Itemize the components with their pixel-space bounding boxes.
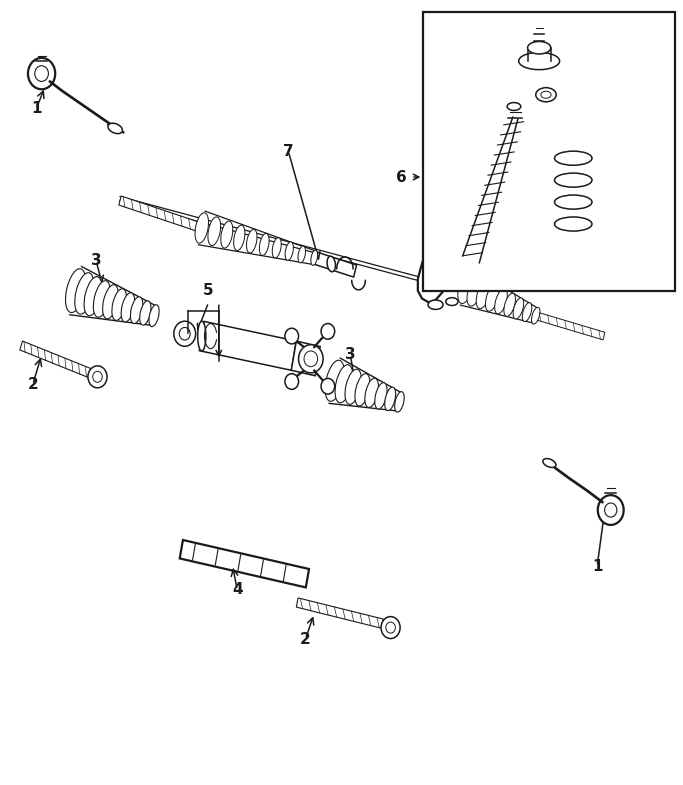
Ellipse shape xyxy=(494,289,507,314)
Ellipse shape xyxy=(247,229,257,253)
Ellipse shape xyxy=(102,285,118,319)
Ellipse shape xyxy=(285,242,294,261)
Ellipse shape xyxy=(298,246,305,263)
Ellipse shape xyxy=(446,298,458,305)
Ellipse shape xyxy=(365,378,378,407)
Ellipse shape xyxy=(375,382,387,409)
Ellipse shape xyxy=(467,275,483,306)
Ellipse shape xyxy=(140,301,151,325)
Bar xyxy=(423,13,675,290)
Ellipse shape xyxy=(355,374,370,406)
Text: 3: 3 xyxy=(91,254,102,268)
Ellipse shape xyxy=(431,250,450,285)
Text: 6: 6 xyxy=(396,170,407,184)
Ellipse shape xyxy=(208,217,221,246)
Circle shape xyxy=(386,622,395,633)
Ellipse shape xyxy=(476,279,491,309)
Ellipse shape xyxy=(195,213,208,243)
Circle shape xyxy=(381,616,400,638)
Ellipse shape xyxy=(395,392,404,412)
Ellipse shape xyxy=(345,369,361,404)
Circle shape xyxy=(598,495,624,525)
Polygon shape xyxy=(180,540,309,587)
Ellipse shape xyxy=(112,289,126,320)
Polygon shape xyxy=(20,341,91,378)
Ellipse shape xyxy=(84,277,102,316)
Text: 2: 2 xyxy=(27,377,38,392)
Ellipse shape xyxy=(335,365,353,403)
Circle shape xyxy=(285,328,298,344)
Circle shape xyxy=(321,378,335,394)
Circle shape xyxy=(174,321,195,346)
Circle shape xyxy=(321,323,335,339)
Polygon shape xyxy=(119,196,203,232)
Polygon shape xyxy=(313,252,357,277)
Ellipse shape xyxy=(522,303,532,322)
Text: 3: 3 xyxy=(345,348,356,363)
Ellipse shape xyxy=(504,294,516,316)
Ellipse shape xyxy=(555,217,592,231)
Ellipse shape xyxy=(234,225,245,250)
Circle shape xyxy=(285,374,298,389)
Ellipse shape xyxy=(541,91,551,98)
Ellipse shape xyxy=(311,250,318,265)
Ellipse shape xyxy=(75,272,94,314)
Polygon shape xyxy=(535,312,604,340)
Ellipse shape xyxy=(273,238,281,258)
Circle shape xyxy=(28,58,55,89)
Circle shape xyxy=(304,351,318,367)
Polygon shape xyxy=(291,341,320,376)
Ellipse shape xyxy=(555,152,592,166)
Text: 7: 7 xyxy=(283,144,294,159)
Ellipse shape xyxy=(121,293,135,322)
Circle shape xyxy=(179,327,190,340)
Ellipse shape xyxy=(486,284,499,311)
Ellipse shape xyxy=(385,387,395,411)
Ellipse shape xyxy=(130,297,143,323)
Polygon shape xyxy=(296,598,383,628)
Ellipse shape xyxy=(327,256,335,272)
Ellipse shape xyxy=(221,221,233,248)
Ellipse shape xyxy=(260,233,269,255)
Ellipse shape xyxy=(555,195,592,209)
Polygon shape xyxy=(199,321,296,371)
Ellipse shape xyxy=(518,53,559,70)
Text: 4: 4 xyxy=(232,582,242,597)
Ellipse shape xyxy=(513,298,524,319)
Ellipse shape xyxy=(197,321,206,351)
Text: 1: 1 xyxy=(592,559,602,574)
Ellipse shape xyxy=(149,305,159,327)
Ellipse shape xyxy=(66,268,86,312)
Circle shape xyxy=(298,345,323,373)
Circle shape xyxy=(93,371,102,382)
Ellipse shape xyxy=(108,123,122,133)
Text: 2: 2 xyxy=(300,632,311,647)
Polygon shape xyxy=(418,236,466,302)
Circle shape xyxy=(35,66,48,82)
Text: 5: 5 xyxy=(204,283,214,298)
Ellipse shape xyxy=(428,300,443,309)
Ellipse shape xyxy=(439,265,451,288)
Ellipse shape xyxy=(458,270,475,304)
Ellipse shape xyxy=(507,103,520,111)
Ellipse shape xyxy=(325,360,344,401)
Ellipse shape xyxy=(555,173,592,187)
Ellipse shape xyxy=(535,88,556,102)
Ellipse shape xyxy=(531,307,540,324)
Ellipse shape xyxy=(543,458,556,468)
Ellipse shape xyxy=(94,281,110,317)
Text: 1: 1 xyxy=(31,101,42,116)
Circle shape xyxy=(604,503,617,517)
Circle shape xyxy=(88,366,107,388)
Ellipse shape xyxy=(527,42,550,54)
